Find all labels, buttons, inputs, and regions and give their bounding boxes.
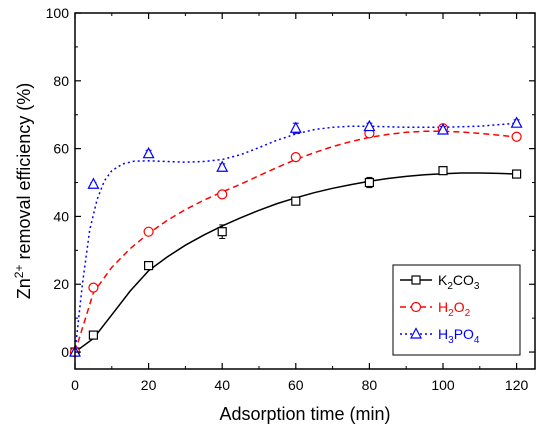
x-tick-label: 0 [71,377,79,393]
point-k2co3 [364,177,374,188]
y-axis: 0 20 40 60 80 100 [46,5,535,360]
point-h3po4 [216,160,229,172]
x-axis: 0 20 40 60 80 100 120 [71,13,528,393]
point-h3po4 [87,177,100,189]
y-tick-label: 100 [46,5,70,21]
y-tick-label: 20 [53,276,69,292]
x-tick-label: 60 [288,377,304,393]
x-tick-label: 40 [214,377,230,393]
point-h3po4 [363,119,376,132]
y-tick-label: 0 [61,344,69,360]
legend: K2CO3 H2O2 H3PO4 [392,264,521,356]
x-tick-label: 80 [362,377,378,393]
point-h2o2 [511,131,522,142]
point-k2co3 [217,227,227,237]
y-axis-title: Zn2+ removal efficiency (%) [12,83,34,299]
point-h2o2 [143,226,154,237]
point-k2co3 [88,330,99,340]
point-h2o2 [88,282,99,293]
x-axis-title: Adsorption time (min) [219,404,390,424]
x-tick-label: 100 [431,377,455,393]
point-h3po4 [142,146,155,159]
point-h3po4 [289,121,302,133]
x-tick-label: 120 [505,377,529,393]
point-k2co3 [291,196,301,206]
y-tick-label: 80 [53,73,69,89]
legend-label-k2co3: K2CO3 [438,272,480,292]
y-axis-title-superscript: 2+ [12,265,26,279]
x-tick-label: 20 [141,377,157,393]
point-k2co3 [144,260,154,271]
point-h3po4 [510,116,523,128]
y-axis-title-suffix: removal efficiency (%) [14,83,34,265]
point-k2co3 [511,169,522,179]
data-markers [69,116,523,358]
y-axis-title-prefix: Zn [14,278,34,299]
point-h2o2 [290,151,301,163]
legend-marker-h2o2 [410,301,422,313]
point-h2o2 [217,189,228,200]
plot-frame [74,12,536,370]
legend-label-h3po4: H3PO4 [438,326,480,346]
legend-marker-h3po4 [410,327,422,339]
point-h3po4 [437,123,449,135]
point-k2co3 [438,166,448,176]
y-tick-label: 60 [53,141,69,157]
legend-label-h2o2: H2O2 [438,299,471,319]
y-tick-label: 40 [53,208,69,224]
legend-marker-k2co3 [411,275,421,285]
